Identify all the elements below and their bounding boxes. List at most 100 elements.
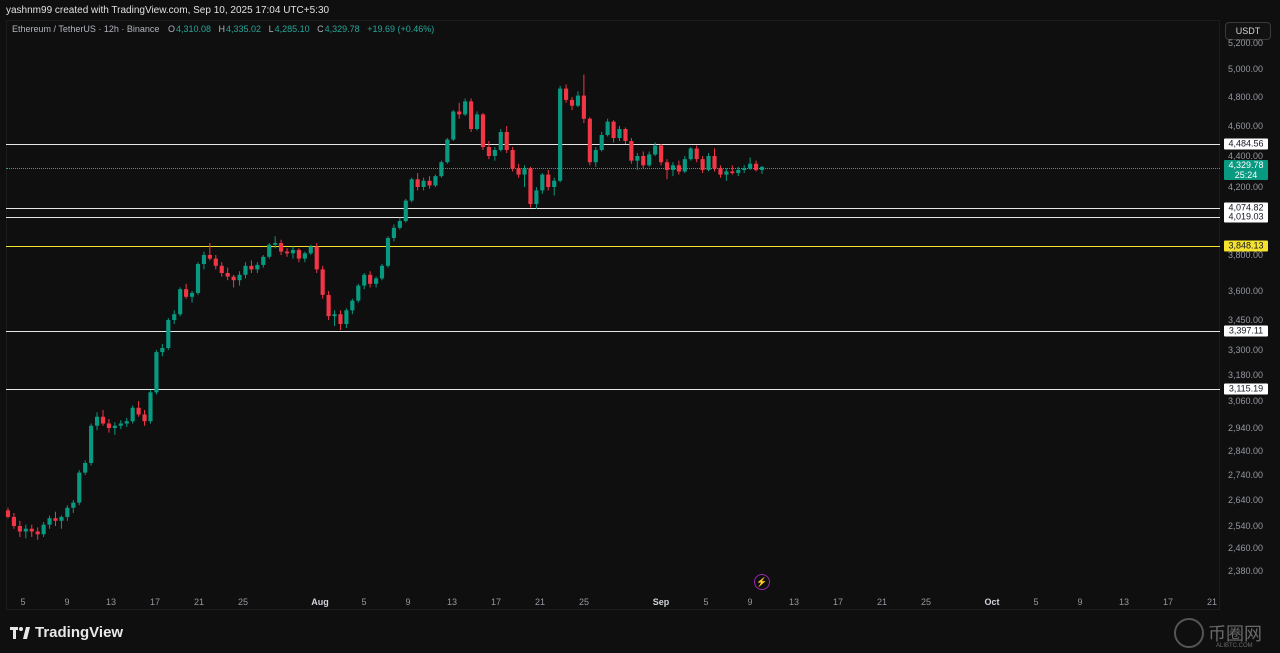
candle bbox=[712, 148, 717, 172]
tradingview-logo[interactable]: TradingView bbox=[10, 624, 123, 641]
candle-body bbox=[658, 145, 664, 163]
candle bbox=[59, 515, 64, 529]
candle-body bbox=[605, 121, 610, 135]
candle bbox=[629, 138, 634, 164]
time-tick: 13 bbox=[788, 597, 800, 607]
lightning-icon[interactable]: ⚡ bbox=[754, 574, 770, 590]
tradingview-brand: TradingView bbox=[35, 624, 124, 641]
candle-body bbox=[433, 176, 438, 186]
candle bbox=[118, 420, 123, 430]
candle bbox=[700, 156, 705, 174]
candle-body bbox=[415, 179, 420, 187]
candle-body bbox=[534, 190, 539, 204]
candle bbox=[23, 524, 28, 539]
time-tick: 17 bbox=[1162, 597, 1174, 607]
tradingview-logo-icon bbox=[10, 626, 30, 639]
price-scale[interactable] bbox=[1220, 20, 1280, 610]
site-watermark: 币圈网 ALIBTC.COM bbox=[1172, 616, 1276, 652]
candle bbox=[374, 276, 379, 288]
candle bbox=[225, 267, 230, 281]
candle bbox=[350, 298, 355, 315]
candle-body bbox=[213, 258, 218, 266]
time-tick: 5 bbox=[361, 597, 367, 607]
candle bbox=[362, 273, 367, 290]
open-value: 4,310.08 bbox=[175, 24, 211, 34]
candle-body bbox=[231, 276, 236, 281]
time-tick: 21 bbox=[193, 597, 205, 607]
price-tick: 3,180.00 bbox=[1228, 370, 1264, 380]
candle-body bbox=[486, 147, 491, 156]
price-tick: 5,000.00 bbox=[1228, 64, 1264, 74]
time-tick: 21 bbox=[1206, 597, 1218, 607]
candle bbox=[290, 246, 296, 259]
candle bbox=[77, 470, 82, 506]
level-price-label: 3,115.19 bbox=[1224, 383, 1268, 395]
key-level-line[interactable] bbox=[6, 246, 1220, 247]
candle-body bbox=[184, 289, 189, 297]
candle-body bbox=[160, 348, 165, 353]
time-tick: Aug bbox=[311, 597, 329, 607]
watermark-logo-icon bbox=[1174, 618, 1204, 648]
candle-body bbox=[314, 246, 319, 270]
candle bbox=[53, 511, 58, 526]
level-line[interactable] bbox=[6, 217, 1220, 218]
candle bbox=[724, 168, 729, 181]
candle-body bbox=[564, 88, 569, 100]
time-tick: 5 bbox=[20, 597, 26, 607]
candle-body bbox=[154, 352, 159, 393]
candle-body bbox=[308, 246, 313, 254]
watermark-subtext: ALIBTC.COM bbox=[1216, 643, 1253, 649]
candle-body bbox=[219, 265, 224, 273]
level-price-label: 4,484.56 bbox=[1224, 138, 1268, 150]
high-value: 4,335.02 bbox=[226, 24, 262, 34]
candle-body bbox=[439, 162, 444, 177]
candle bbox=[124, 417, 129, 427]
candle-body bbox=[641, 156, 646, 166]
candle-body bbox=[700, 159, 705, 170]
candle bbox=[463, 98, 468, 116]
change-value: +19.69 (+0.46%) bbox=[367, 24, 435, 34]
candle-body bbox=[385, 238, 391, 266]
candle-body bbox=[653, 145, 658, 155]
candle-body bbox=[41, 524, 46, 535]
candle bbox=[65, 505, 70, 521]
candle-body bbox=[273, 243, 278, 245]
candle bbox=[207, 243, 212, 261]
candle-body bbox=[575, 95, 581, 106]
price-tick: 3,300.00 bbox=[1228, 345, 1264, 355]
chart-panel[interactable] bbox=[6, 20, 1220, 610]
candle-body bbox=[469, 101, 474, 129]
level-line[interactable] bbox=[6, 331, 1220, 332]
candle-body bbox=[694, 148, 699, 160]
time-tick: 13 bbox=[446, 597, 458, 607]
time-tick: 21 bbox=[534, 597, 546, 607]
candle bbox=[581, 74, 586, 124]
candle-body bbox=[409, 179, 414, 201]
level-line[interactable] bbox=[6, 389, 1220, 390]
candle bbox=[599, 132, 604, 152]
candle bbox=[474, 111, 480, 131]
symbol-label[interactable]: Ethereum / TetherUS · 12h · Binance bbox=[12, 24, 160, 34]
candle bbox=[688, 147, 693, 161]
candle-body bbox=[730, 171, 735, 174]
close-label: C bbox=[317, 24, 324, 34]
candle-body bbox=[682, 159, 687, 172]
candle bbox=[546, 169, 551, 191]
candle-body bbox=[195, 264, 201, 293]
candle-body bbox=[552, 180, 557, 187]
candle-body bbox=[463, 101, 468, 115]
level-price-label: 4,019.03 bbox=[1224, 211, 1268, 223]
level-line[interactable] bbox=[6, 144, 1220, 145]
level-line[interactable] bbox=[6, 208, 1220, 209]
candle bbox=[504, 126, 509, 153]
candle-body bbox=[617, 129, 622, 138]
time-tick: 13 bbox=[105, 597, 117, 607]
candle-body bbox=[492, 150, 497, 156]
candle bbox=[130, 405, 135, 424]
candle-body bbox=[326, 294, 331, 317]
currency-button[interactable]: USDT bbox=[1225, 22, 1271, 40]
candle-body bbox=[83, 463, 88, 473]
candle bbox=[480, 112, 486, 150]
candle-body bbox=[504, 132, 509, 150]
candle-body bbox=[664, 162, 670, 170]
